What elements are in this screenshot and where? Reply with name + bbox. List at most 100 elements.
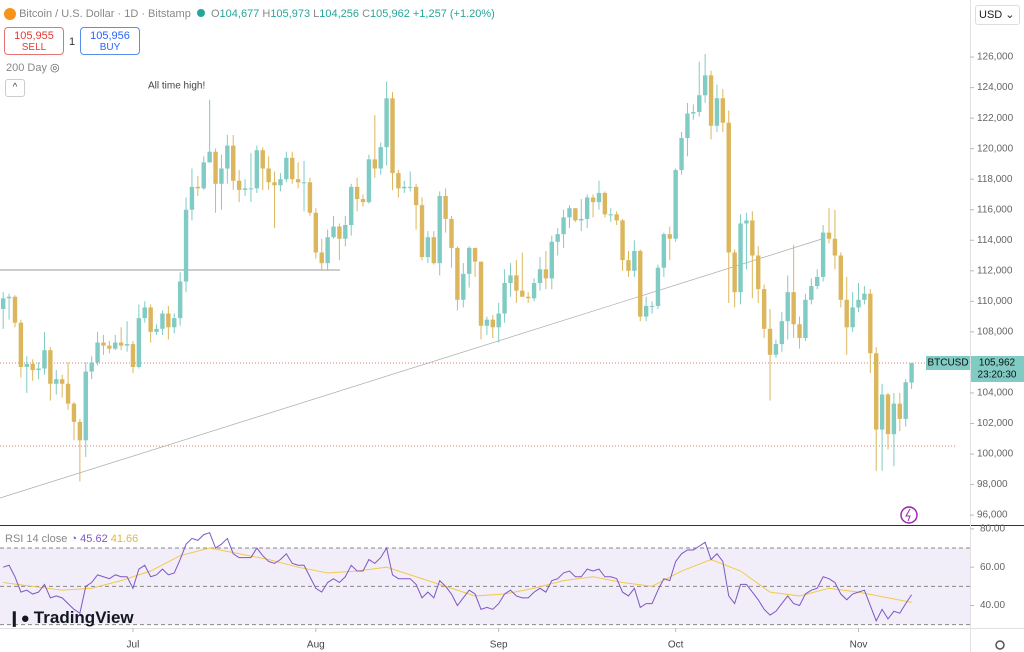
candle-body [242,188,248,190]
candle-body [189,186,195,210]
candle-body [461,273,466,300]
trendline [0,237,826,499]
alert-icon[interactable] [900,506,918,524]
candle-body [903,382,908,419]
candle-body [520,290,525,297]
candle-body [354,186,360,200]
ohlc-key: L [313,8,320,20]
currency: USD [979,9,1003,21]
market-dot [196,9,205,17]
candle-body [803,299,808,338]
rsi-tick-label: 80.00 [980,524,1005,535]
candle-body [83,371,88,441]
candle-body [744,220,749,224]
price-tick-label: 100,000 [977,449,1014,460]
candle-body [620,220,625,261]
last-price-box [971,355,1024,382]
candle-body [632,250,637,271]
rsi-tick-label: 40.00 [980,600,1005,611]
candle-body [614,214,619,221]
buy-label: BUY [99,42,121,53]
ohlc-value: 105,962 [370,8,410,20]
candle-body [425,237,431,258]
candle-body [295,179,301,183]
settings-icon[interactable] [995,640,1005,650]
candle-body [543,269,549,279]
candle-body [360,199,366,203]
candle-body [579,218,584,221]
candle-body [555,234,560,242]
currency-select[interactable]: USD ⌄ [975,5,1020,25]
candle-body [384,98,389,148]
candle-body [720,98,726,123]
candle-body [596,192,602,203]
annotation: All time high! [148,81,205,92]
candle-body [838,255,844,300]
candle-body [213,151,218,184]
candle-body [307,182,313,213]
candle-body [113,342,118,349]
price-tick-label: 96,000 [977,510,1008,521]
last-price-label: 105,962 [979,358,1016,369]
header: Bitcoin / U.S. Dollar · 1D · Bitstamp O1… [4,8,495,21]
candle-body [124,344,130,346]
candle-body [231,145,236,181]
candle-body [874,353,879,430]
brand-name: TradingView [33,608,134,627]
candle-body [166,313,171,328]
price-tick-label: 104,000 [977,388,1014,399]
candle-body [697,95,702,113]
candle-body [691,112,696,114]
rsi-header: RSI 14 close ◔ 45.62 41.66 [5,533,139,545]
symbol-tag: BTCUSD [927,358,968,369]
candle-body [844,299,849,328]
candle-body [101,342,106,346]
price-tick-label: 98,000 [977,479,1008,490]
candle-body [466,247,472,274]
rsi-line [3,532,913,623]
candle-body [284,157,289,180]
collapse-button[interactable]: ^ [5,79,25,97]
candle-body [531,283,537,299]
candle-body [484,319,490,326]
candle-body [868,293,873,354]
sell-price: 105,955 [14,30,54,42]
candle-body [254,150,260,189]
candle-body [649,305,655,307]
candle-body [42,350,47,369]
candle-body [431,237,436,264]
candle-body [343,225,348,239]
candle-body [673,170,678,239]
candle-body [349,186,354,225]
price-tick-label: 126,000 [977,52,1014,63]
sell-button[interactable]: 105,955 SELL [4,27,64,55]
ohlc-key: H [262,8,271,20]
candle-body [177,281,183,319]
candle-body [437,195,442,264]
candle-body [443,195,448,219]
candle-body [537,269,543,284]
candle-body [408,186,413,188]
candle-body [225,145,230,169]
candle-body [54,379,59,384]
candle-body [767,328,773,355]
ohlc-key: C [362,8,371,20]
candle-body [89,362,94,372]
sell-label: SELL [21,42,47,53]
buy-button[interactable]: 105,956 BUY [80,27,140,55]
candle-body [449,218,454,248]
candle-body [584,197,590,219]
candle-body [396,173,401,189]
price-tick-label: 112,000 [977,265,1013,276]
candle-body [272,182,277,186]
candle-body [207,151,212,163]
candle-body [472,247,478,262]
candle-body [337,226,342,239]
candle-body [809,286,814,300]
price-tick-label: 118,000 [977,174,1013,185]
rsi-value: 45.62 [80,533,108,545]
alert-bolt [905,508,911,522]
price-tick-label: 120,000 [977,143,1014,154]
